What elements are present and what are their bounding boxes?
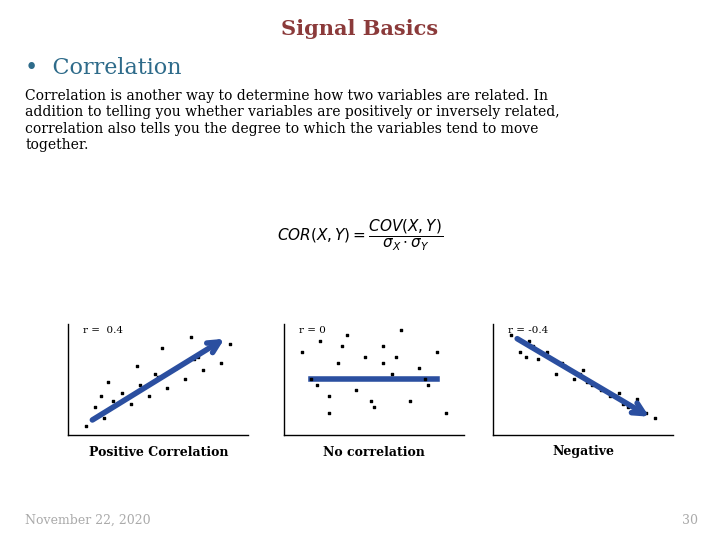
Point <box>131 362 143 370</box>
Text: Correlation is another way to determine how two variables are related. In
additi: Correlation is another way to determine … <box>25 89 560 152</box>
Point <box>559 362 571 370</box>
Text: •  Correlation: • Correlation <box>25 57 181 79</box>
Point <box>125 400 137 408</box>
Point <box>587 381 598 389</box>
Point <box>360 353 372 362</box>
Text: r = -0.4: r = -0.4 <box>508 326 548 335</box>
Point <box>207 347 218 356</box>
Point <box>161 384 173 393</box>
Point <box>523 336 535 345</box>
Point <box>197 366 209 375</box>
Point <box>515 347 526 356</box>
Point <box>149 369 161 378</box>
Point <box>569 375 580 383</box>
Text: r = 0: r = 0 <box>299 326 325 335</box>
Point <box>297 347 308 356</box>
Point <box>631 395 643 403</box>
Point <box>369 403 380 411</box>
Point <box>179 375 191 383</box>
Point <box>315 336 326 345</box>
Point <box>324 392 336 400</box>
Point <box>171 364 182 373</box>
Point <box>419 375 431 383</box>
Point <box>365 397 377 406</box>
Point <box>505 330 517 340</box>
Point <box>581 377 593 386</box>
Point <box>102 377 114 386</box>
Point <box>574 369 585 378</box>
Point <box>99 414 110 422</box>
Point <box>387 369 398 378</box>
Point <box>378 359 390 367</box>
Point <box>556 359 567 367</box>
Point <box>595 386 607 395</box>
Point <box>81 422 92 430</box>
Point <box>541 347 553 356</box>
Point <box>610 392 621 400</box>
Point <box>89 403 101 411</box>
Point <box>533 355 544 364</box>
Text: Negative: Negative <box>552 446 614 458</box>
Point <box>413 364 425 373</box>
Text: r =  0.4: r = 0.4 <box>83 326 123 335</box>
Point <box>189 355 200 364</box>
Point <box>135 381 146 389</box>
Point <box>551 369 562 378</box>
Point <box>108 397 120 406</box>
Point <box>117 388 128 397</box>
Point <box>95 392 107 400</box>
Point <box>641 408 652 417</box>
Point <box>192 353 204 362</box>
Point <box>649 414 661 422</box>
Point <box>605 392 616 400</box>
Text: Positive Correlation: Positive Correlation <box>89 446 228 458</box>
Text: No correlation: No correlation <box>323 446 426 458</box>
Text: Signal Basics: Signal Basics <box>282 19 438 39</box>
Point <box>441 408 452 417</box>
Point <box>622 403 634 411</box>
Point <box>396 325 408 334</box>
Text: $COR(X,Y) = \dfrac{COV(X,Y)}{\sigma_X \cdot \sigma_Y}$: $COR(X,Y) = \dfrac{COV(X,Y)}{\sigma_X \c… <box>277 217 443 253</box>
Point <box>324 408 336 417</box>
Point <box>311 381 323 389</box>
Point <box>306 375 318 383</box>
Point <box>613 388 625 397</box>
Point <box>577 366 589 375</box>
Point <box>156 344 168 353</box>
Text: November 22, 2020: November 22, 2020 <box>25 514 150 526</box>
Point <box>520 353 531 362</box>
Point <box>153 373 164 381</box>
Point <box>185 333 197 342</box>
Point <box>405 397 416 406</box>
Point <box>336 342 348 350</box>
Point <box>527 342 539 350</box>
Point <box>143 392 156 400</box>
Point <box>333 359 344 367</box>
Point <box>225 340 236 348</box>
Point <box>216 359 228 367</box>
Text: 30: 30 <box>683 514 698 526</box>
Point <box>342 330 354 340</box>
Point <box>432 347 444 356</box>
Point <box>390 353 402 362</box>
Point <box>378 342 390 350</box>
Point <box>423 381 434 389</box>
Point <box>351 386 362 395</box>
Point <box>617 400 629 408</box>
